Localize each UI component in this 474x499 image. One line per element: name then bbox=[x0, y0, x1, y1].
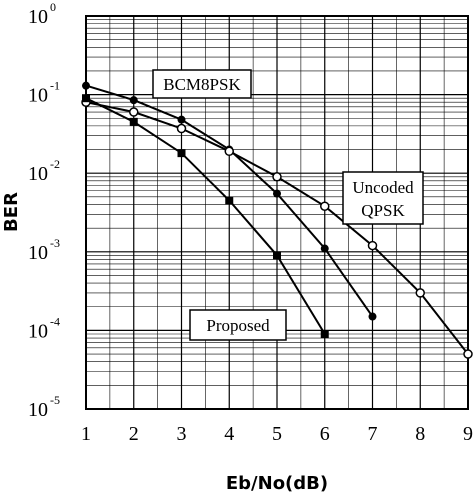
point-proposed bbox=[225, 196, 234, 205]
y-tick-exponent: -2 bbox=[50, 157, 60, 171]
annotation-uncoded-label: Uncoded bbox=[352, 178, 414, 197]
series-layer bbox=[81, 81, 473, 359]
point-proposed bbox=[129, 117, 138, 126]
y-axis-label: BER bbox=[1, 192, 22, 232]
y-tick-label: 10 bbox=[28, 399, 48, 421]
point-bcm8psk bbox=[82, 81, 90, 90]
point-bcm8psk bbox=[320, 244, 329, 253]
point-uncoded-qpsk bbox=[320, 201, 330, 211]
point-bcm8psk bbox=[177, 115, 186, 124]
y-tick-exponent: -3 bbox=[50, 236, 60, 250]
point-proposed bbox=[82, 94, 90, 103]
point-bcm8psk bbox=[129, 96, 138, 105]
annotation-bcm8psk-box bbox=[152, 69, 252, 99]
point-uncoded-qpsk bbox=[463, 349, 473, 359]
annotation-proposed-box bbox=[189, 309, 287, 341]
y-tick-exponent: -4 bbox=[50, 314, 60, 328]
y-tick-label: 10 bbox=[28, 85, 48, 107]
annotation-bcm8psk-label: BCM8PSK bbox=[163, 75, 241, 94]
x-tick-label: 2 bbox=[129, 423, 139, 445]
x-tick-label: 4 bbox=[224, 423, 234, 445]
annotation-bcm8psk: BCM8PSK bbox=[152, 69, 252, 99]
point-uncoded-qpsk bbox=[367, 240, 378, 251]
series-proposed bbox=[82, 94, 329, 338]
annotation-uncoded-qpsk: Uncoded QPSK bbox=[342, 171, 424, 225]
y-tick-label: 10 bbox=[28, 242, 48, 264]
point-proposed bbox=[177, 149, 186, 158]
series-uncoded-qpsk bbox=[81, 97, 473, 359]
x-tick-label: 3 bbox=[177, 423, 187, 445]
point-bcm8psk bbox=[368, 312, 377, 321]
y-tick-exponent: -1 bbox=[50, 79, 60, 93]
x-tick-label: 5 bbox=[272, 423, 282, 445]
point-bcm8psk bbox=[273, 189, 281, 198]
series-line-proposed bbox=[85, 97, 326, 335]
annotation-uncoded-qpsk-box bbox=[342, 171, 424, 225]
point-uncoded-qpsk bbox=[176, 123, 187, 134]
point-uncoded-qpsk bbox=[272, 172, 282, 182]
point-proposed bbox=[273, 251, 281, 260]
y-tick-label: 10 bbox=[28, 6, 48, 28]
point-uncoded-qpsk bbox=[224, 146, 234, 157]
x-tick-label: 9 bbox=[463, 423, 473, 445]
x-tick-label: 8 bbox=[415, 423, 425, 445]
y-tick-exponent: -5 bbox=[50, 393, 60, 407]
y-tick-label: 10 bbox=[28, 320, 48, 342]
annotation-proposed-label: Proposed bbox=[206, 316, 270, 335]
x-tick-label: 7 bbox=[368, 423, 378, 445]
x-tick-label: 1 bbox=[81, 423, 91, 445]
plot-frame bbox=[85, 15, 469, 410]
point-uncoded-qpsk bbox=[415, 288, 425, 298]
x-axis-label: Eb/No(dB) bbox=[226, 473, 328, 494]
y-tick-label: 10 bbox=[28, 163, 48, 185]
y-tick-exponent: 0 bbox=[50, 0, 56, 14]
annotation-proposed: Proposed bbox=[189, 309, 287, 341]
x-tick-label: 6 bbox=[320, 423, 330, 445]
point-proposed bbox=[320, 329, 329, 338]
point-uncoded-qpsk bbox=[129, 107, 139, 117]
annotation-qpsk-label: QPSK bbox=[361, 201, 405, 220]
